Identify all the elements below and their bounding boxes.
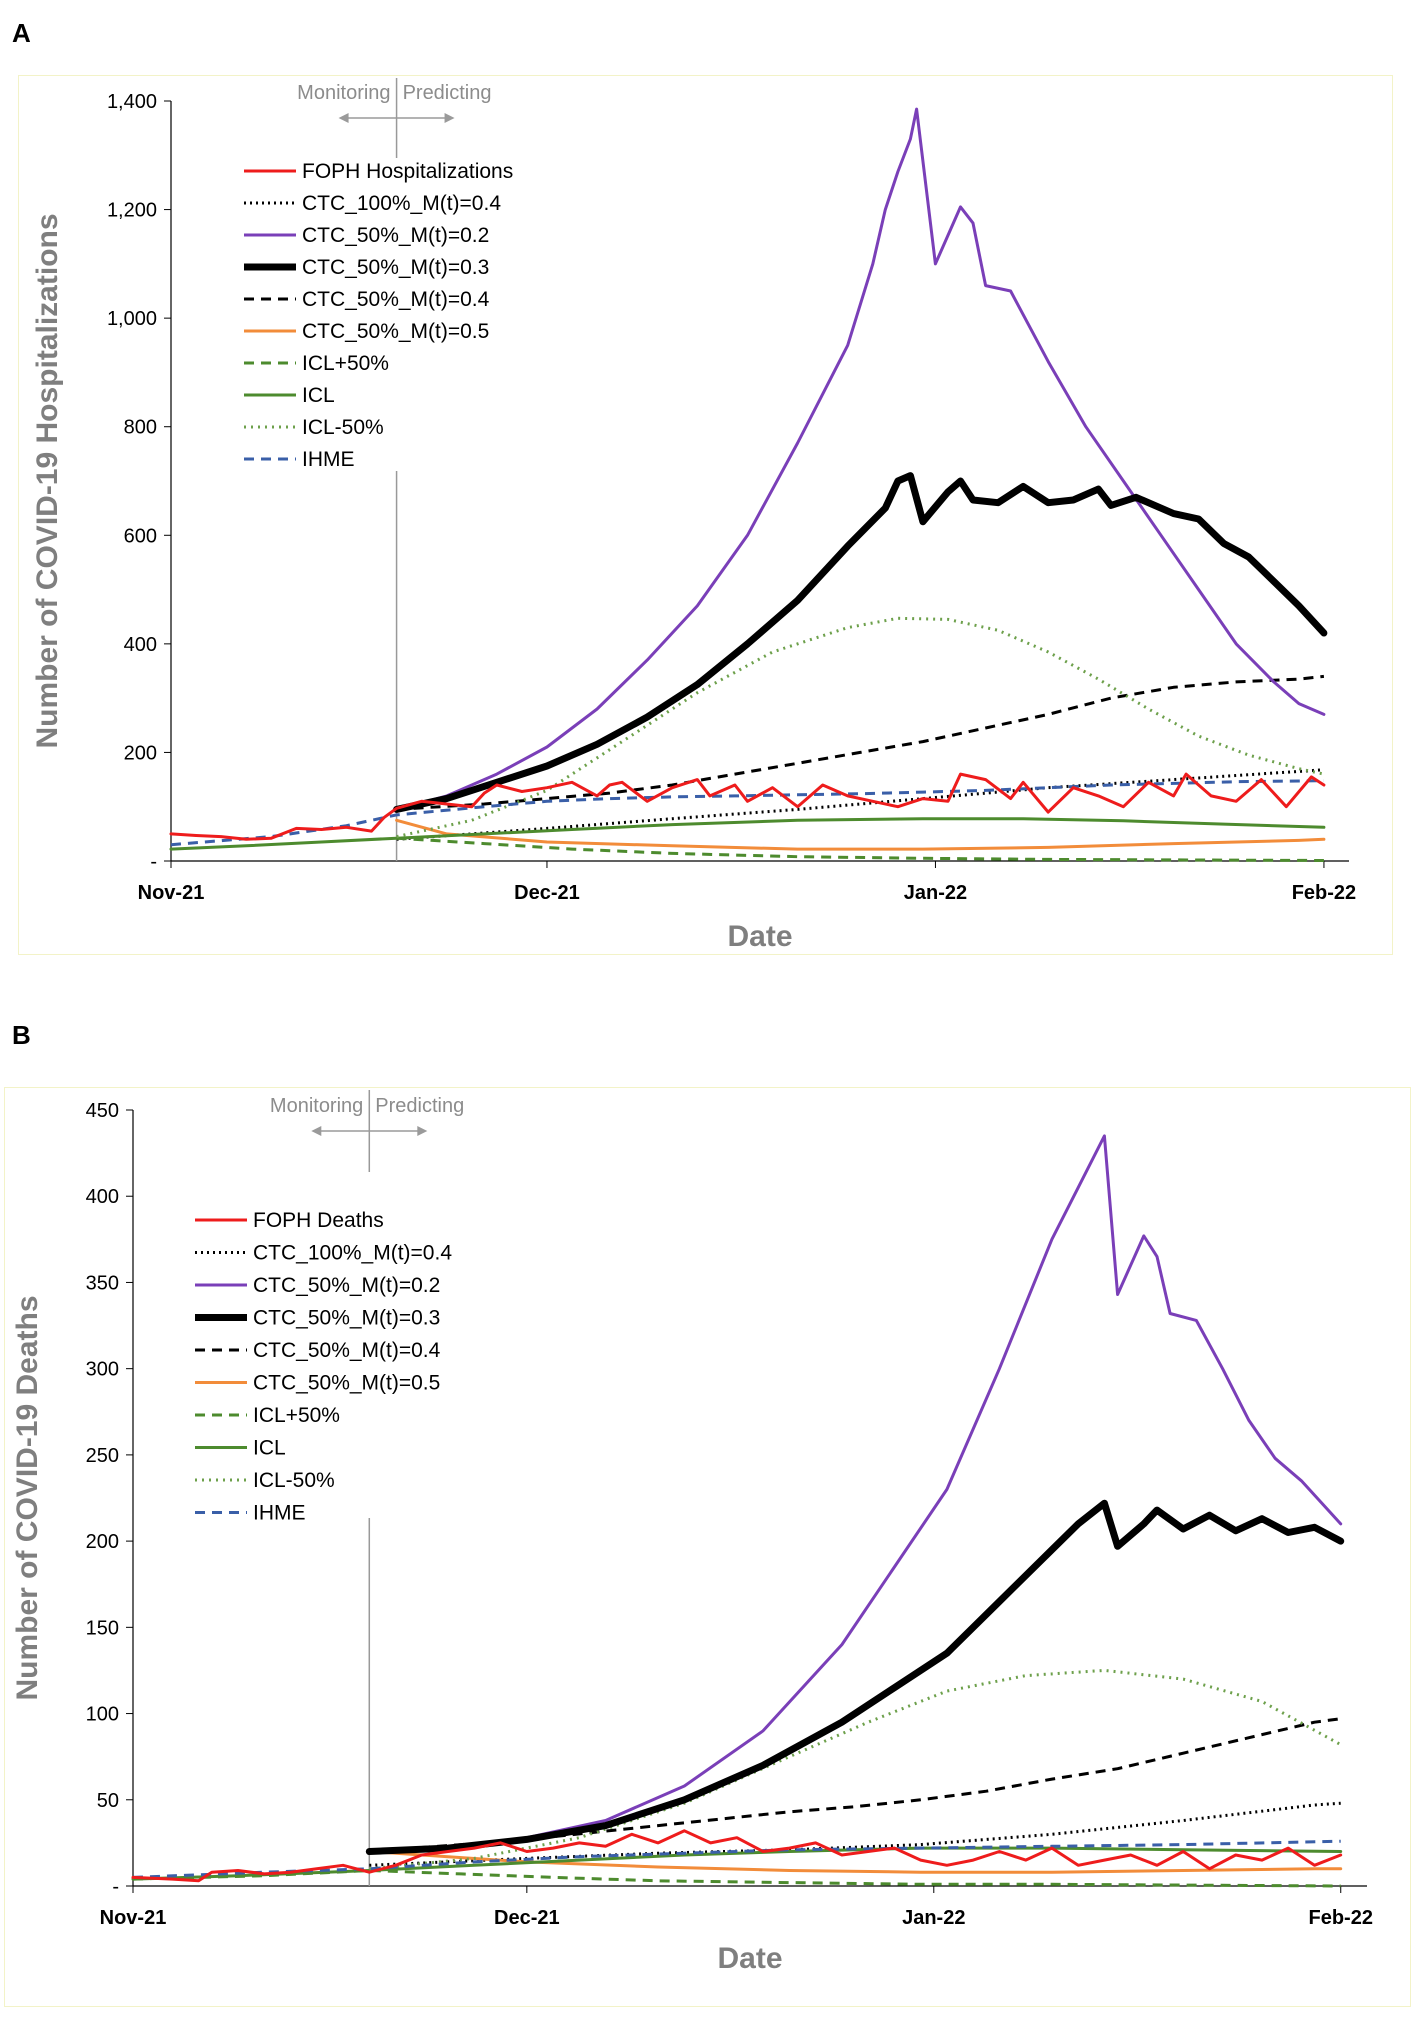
panel-a-y-tick-label: 200 <box>124 742 157 764</box>
panel-a-y-tick-label: 1,000 <box>107 308 157 330</box>
panel-b-y-tick-label: 50 <box>97 1790 119 1812</box>
panel-b-legend-label-5: CTC_50%_M(t)=0.5 <box>253 1372 440 1395</box>
panel-b-legend-label-1: CTC_100%_M(t)=0.4 <box>253 1242 452 1265</box>
panel-b-annotation-arrow-right-head <box>417 1126 428 1136</box>
panel-b-y-tick-label: - <box>112 1876 119 1898</box>
panel-a-series-line-6 <box>396 836 1324 862</box>
panel-b-legend-label-7: ICL <box>253 1437 286 1460</box>
panel-a-x-axis-label: Date <box>727 920 792 953</box>
panel-b-legend-label-0: FOPH Deaths <box>253 1209 384 1232</box>
panel-b-series-line-9 <box>132 1839 1341 1879</box>
panel-b-predicting-label: Predicting <box>375 1095 464 1117</box>
deaths-chart: - 50 100 150 200 250 300 350 400 450 Nov-21 Dec-21 J… <box>11 1090 1373 1975</box>
panel-b-x-tick-label: Jan-22 <box>902 1907 965 1929</box>
chart-frame-b: - 50 100 150 200 250 300 350 400 450 Nov-21 Dec-21 J… <box>4 1087 1411 2007</box>
panel-b-series-line-0 <box>131 1829 1343 1883</box>
panel-a-predicting-label: Predicting <box>403 82 492 104</box>
panel-a-legend-label-4: CTC_50%_M(t)=0.4 <box>302 288 490 311</box>
panel-a-series-line-7 <box>169 817 1326 851</box>
panel-a-y-tick-label: 800 <box>124 417 157 439</box>
panel-b-y-tick-label: 200 <box>86 1531 119 1553</box>
panel-a-legend-label-0: FOPH Hospitalizations <box>302 160 513 183</box>
panel-a-y-axis-label: Number of COVID-19 Hospitalizations <box>31 213 64 748</box>
panel-a-legend-label-3: CTC_50%_M(t)=0.3 <box>302 256 489 279</box>
panel-a-x-tick-label: Feb-22 <box>1292 882 1356 904</box>
panel-b-y-axis-label: Number of COVID-19 Deaths <box>11 1295 44 1700</box>
panel-b-series-line-1 <box>369 1801 1341 1867</box>
panel-b-legend-label-9: IHME <box>253 1502 306 1525</box>
panel-a-series-line-8 <box>396 616 1325 839</box>
panel-b-series-line-2 <box>367 1134 1343 1853</box>
panel-a-legend-label-1: CTC_100%_M(t)=0.4 <box>302 192 501 215</box>
panel-b-legend-label-6: ICL+50% <box>253 1404 340 1427</box>
panel-a-x-tick-label: Dec-21 <box>514 882 580 904</box>
panel-a-y-tick-label: 1,200 <box>107 200 157 222</box>
panel-a-series-line-0 <box>169 772 1326 841</box>
panel-b-series-line-6 <box>132 1869 1341 1888</box>
panel-a-legend-label-7: ICL <box>302 384 335 407</box>
panel-b-y-tick-label: 450 <box>86 1100 119 1122</box>
panel-a-annotation-arrow-right-head <box>444 113 455 123</box>
panel-b-legend-label-2: CTC_50%_M(t)=0.2 <box>253 1274 440 1297</box>
panel-a-legend-label-9: IHME <box>302 448 355 471</box>
panel-a-series-line-9 <box>170 779 1324 847</box>
panel-b-monitoring-label: Monitoring <box>270 1095 363 1117</box>
panel-a-annotation-arrow-left-head <box>338 113 349 123</box>
panel-a-x-tick-label: Jan-22 <box>904 882 967 904</box>
panel-b-legend-label-3: CTC_50%_M(t)=0.3 <box>253 1307 440 1330</box>
panel-b-annotation-arrow-left-head <box>311 1126 322 1136</box>
panel-a-series-line-2 <box>395 107 1326 811</box>
panel-b-x-axis-label: Date <box>717 1942 782 1975</box>
panel-a-y-tick-label: - <box>150 851 157 873</box>
panel-b-legend-label-8: ICL-50% <box>253 1469 335 1492</box>
panel-a-series-line-1 <box>396 768 1324 841</box>
panel-b-y-tick-label: 150 <box>86 1617 119 1639</box>
panel-a-legend-label-6: ICL+50% <box>302 352 389 375</box>
panel-a-series-line-3 <box>393 472 1328 813</box>
panel-a-legend-label-5: CTC_50%_M(t)=0.5 <box>302 320 489 343</box>
panel-b-x-tick-label: Nov-21 <box>100 1907 167 1929</box>
panel-b-series-line-4 <box>369 1717 1341 1853</box>
panel-b-letter: B <box>12 1020 31 1050</box>
panel-b-x-tick-label: Feb-22 <box>1309 1907 1373 1929</box>
panel-b-y-tick-label: 300 <box>86 1359 119 1381</box>
panel-a-y-tick-label: 1,400 <box>107 91 157 113</box>
panel-a-y-tick-label: 600 <box>124 525 157 547</box>
panel-b-legend-label-4: CTC_50%_M(t)=0.4 <box>253 1339 441 1362</box>
panel-b-series-line-7 <box>131 1846 1343 1881</box>
panel-b-y-tick-label: 100 <box>86 1704 119 1726</box>
panel-a-y-tick-label: 400 <box>124 634 157 656</box>
panel-b-y-tick-label: 250 <box>86 1445 119 1467</box>
panel-b-x-tick-label: Dec-21 <box>494 1907 560 1929</box>
panel-b-series-line-3 <box>365 1499 1345 1855</box>
panel-a-series-line-4 <box>396 674 1325 811</box>
panel-a-legend-label-8: ICL-50% <box>302 416 384 439</box>
panel-a-series-line-5 <box>395 818 1326 851</box>
panel-b-y-tick-label: 400 <box>86 1186 119 1208</box>
panel-a-monitoring-label: Monitoring <box>297 82 390 104</box>
panel-a-x-tick-label: Nov-21 <box>138 882 205 904</box>
panel-a-letter: A <box>12 18 31 48</box>
hospitalizations-chart: - 200 400 600 800 1,000 1,200 1,400 Nov-21 Dec-21… <box>31 78 1356 953</box>
panel-a-legend-label-2: CTC_50%_M(t)=0.2 <box>302 224 489 247</box>
panel-b-series-line-5 <box>367 1850 1343 1874</box>
chart-frame-a: - 200 400 600 800 1,000 1,200 1,400 Nov-21 Dec-21… <box>18 75 1393 955</box>
panel-b-y-tick-label: 350 <box>86 1272 119 1294</box>
